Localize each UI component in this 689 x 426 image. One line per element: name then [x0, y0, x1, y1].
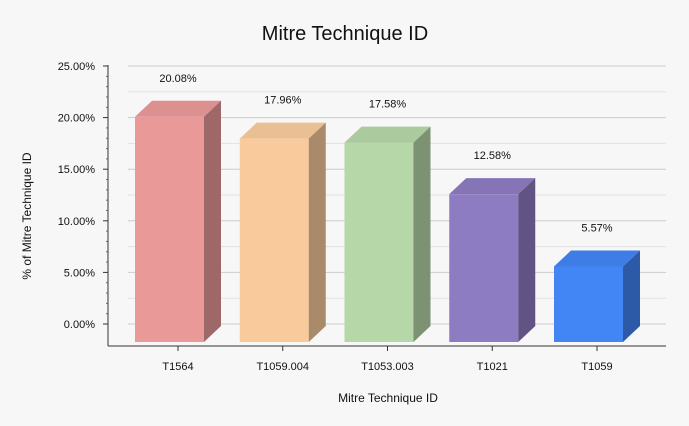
y-tick-label: 5.00% [64, 267, 95, 279]
bar-side-face [308, 122, 326, 342]
chart-title: Mitre Technique ID [262, 23, 428, 45]
x-tick-label: T1059.004 [256, 361, 309, 373]
data-label: 20.08% [159, 73, 197, 85]
x-axis-ticks: T1564 T1059.004 T1053.003 T1021 T1059 [162, 346, 613, 373]
y-axis-label: % of Mitre Technique ID [20, 152, 34, 280]
x-tick-label: T1059 [581, 361, 612, 373]
bar-front-face [344, 142, 414, 342]
x-tick-label: T1021 [477, 361, 508, 373]
bar-top-face [344, 126, 431, 143]
y-axis-ticks: 0.00% 5.00% 10.00% 15.00% 20.00% 25.00% [58, 61, 108, 331]
bars [135, 100, 640, 342]
data-label: 5.57% [581, 223, 612, 235]
data-labels: 20.08% 17.96% 17.58% 12.58% 5.57% [159, 73, 612, 235]
bar-T1059 [554, 250, 640, 342]
data-label: 12.58% [474, 150, 512, 162]
y-tick-label: 20.00% [58, 113, 96, 125]
bar-side-face [623, 250, 640, 342]
bar-front-face [135, 116, 204, 342]
bar-side-face [413, 126, 431, 342]
bar-T1021 [449, 178, 536, 342]
y-tick-label: 25.00% [58, 61, 96, 73]
x-tick-label: T1053.003 [361, 361, 414, 373]
y-tick-label: 0.00% [64, 319, 95, 331]
bar-top-face [449, 178, 536, 195]
data-label: 17.58% [369, 99, 407, 111]
x-tick-label: T1564 [162, 361, 193, 373]
x-axis-label: Mitre Technique ID [338, 391, 438, 405]
bar-top-face [554, 250, 640, 267]
bar-side-face [518, 178, 536, 342]
bar-top-face [239, 122, 326, 139]
bar-T1564 [135, 100, 221, 342]
bar-front-face [449, 194, 519, 342]
bar-side-face [204, 100, 221, 342]
y-tick-label: 10.00% [58, 216, 96, 228]
y-tick-label: 15.00% [58, 164, 96, 176]
bar-front-face [554, 266, 623, 342]
bar-front-face [239, 138, 309, 342]
bar-top-face [135, 100, 221, 117]
bar-T1053.003 [344, 126, 431, 342]
data-label: 17.96% [264, 95, 302, 107]
bar-T1059.004 [239, 122, 326, 342]
